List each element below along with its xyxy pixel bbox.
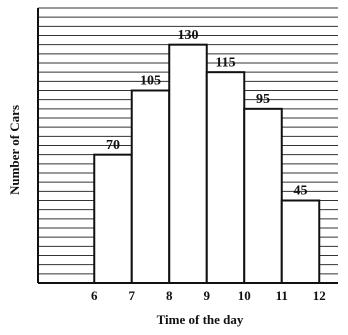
data-label: 105 — [140, 74, 161, 89]
data-label: 130 — [178, 28, 199, 43]
x-tick-label: 6 — [91, 288, 98, 303]
bar — [130, 89, 171, 284]
x-tick-label: 8 — [166, 288, 173, 303]
x-tick-label: 9 — [204, 288, 211, 303]
data-label: 70 — [106, 138, 120, 153]
x-tick-label: 12 — [313, 288, 326, 303]
bar — [280, 199, 321, 284]
bar — [93, 153, 133, 284]
x-axis-label: Time of the day — [157, 312, 244, 327]
bar — [243, 107, 283, 285]
x-tick-label: 7 — [129, 288, 136, 303]
data-label: 45 — [294, 184, 308, 199]
x-tick-label: 11 — [276, 288, 288, 303]
x-tick-label: 10 — [238, 288, 251, 303]
data-label: 95 — [256, 92, 270, 107]
y-axis-label: Number of Cars — [7, 105, 22, 195]
data-label: 115 — [215, 55, 235, 70]
bar — [168, 43, 208, 284]
bar — [205, 71, 246, 284]
